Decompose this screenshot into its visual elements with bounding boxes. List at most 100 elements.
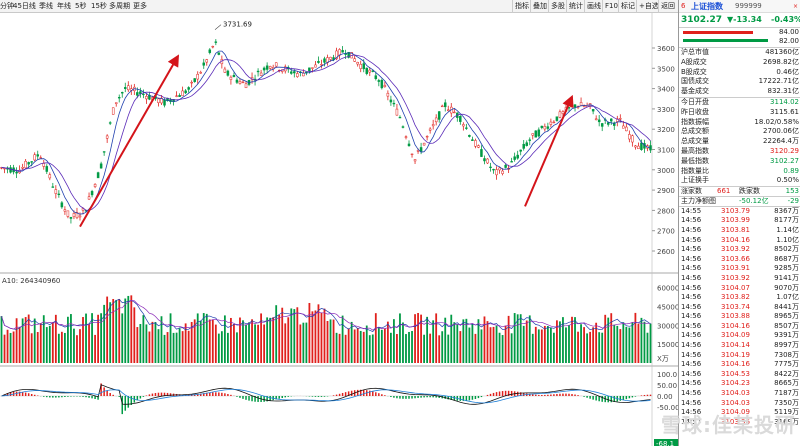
volume-bar <box>589 331 592 363</box>
candle-body <box>386 92 390 97</box>
mark-button[interactable]: 标记 <box>618 0 637 13</box>
candle-body <box>380 79 384 89</box>
tick-volume: 7350万 <box>774 398 799 407</box>
tick-row: 14:56 3104.53 8422万 <box>679 370 800 380</box>
volume-bar <box>631 322 634 363</box>
period-15s[interactable]: 15秒 <box>91 2 107 10</box>
close-icon[interactable]: × <box>792 3 798 10</box>
volume-bar <box>429 333 432 363</box>
multi-stock-button[interactable]: 多股 <box>548 0 567 13</box>
add-favorite-button[interactable]: +自选 <box>636 0 661 13</box>
candle-body <box>181 90 184 97</box>
market-stat-label: 国债成交 <box>681 77 709 86</box>
macd-tick-label: 50.00 <box>657 382 677 390</box>
candle-body <box>525 142 528 146</box>
tick-list[interactable]: 14:55 3103.79 8367万 14:56 3103.99 8177万 14:56 3… <box>679 205 800 428</box>
candle-body <box>513 156 516 160</box>
candle-body <box>36 154 39 157</box>
candle-body <box>383 85 387 87</box>
volume-bar <box>139 324 142 363</box>
tick-row: 14:56 3104.09 5119万 <box>679 408 800 418</box>
tick-price: 3103.92 <box>721 245 750 254</box>
volume-bar <box>417 312 419 363</box>
current-price: 3102.27 <box>681 15 722 25</box>
volume-bar <box>48 325 51 363</box>
volume-bar <box>36 332 39 363</box>
tick-row: 14:56 3103.91 9285万 <box>679 264 800 274</box>
price-row: 3102.27 ▼-13.34 -0.43% <box>679 13 800 27</box>
index-stat-label: 今日开盘 <box>681 97 709 106</box>
macd-tick-label: 0.00 <box>657 393 673 401</box>
candle-body <box>404 136 408 138</box>
volume-bar <box>112 298 115 363</box>
volume-bar <box>537 329 540 363</box>
candle-body <box>335 50 338 60</box>
period-45day[interactable]: 45日线 <box>13 2 36 10</box>
period-quarter[interactable]: 季线 <box>39 2 53 10</box>
tick-price: 3104.53 <box>721 369 750 378</box>
index-name: 上证指数 <box>691 2 723 11</box>
volume-bar <box>323 308 326 363</box>
tick-volume: 8367万 <box>774 206 799 215</box>
tick-row: 14:56 3104.16 7775万 <box>679 360 800 370</box>
stats-button[interactable]: 统计 <box>566 0 585 13</box>
candle-body <box>51 186 55 188</box>
trend-arrow-1 <box>79 54 179 228</box>
volume-bar <box>63 332 66 363</box>
kline-chart-svg[interactable]: 3600 3500 3400 3300 3200 3100 3000 2900 2800 2700… <box>0 13 678 446</box>
f10-button[interactable]: F10 <box>602 0 620 13</box>
volume-ma-line <box>1 298 651 333</box>
price-tick-label: 2800 <box>657 207 675 215</box>
candle-body <box>634 145 637 148</box>
tick-price: 3104.19 <box>721 350 750 359</box>
net-flow-row[interactable]: 主力净额图 -50.12亿 -29 <box>679 195 800 206</box>
candle-body <box>622 125 625 129</box>
candle-body <box>453 111 456 114</box>
volume-bar <box>308 302 311 363</box>
period-multi[interactable]: 多周期 <box>109 2 130 10</box>
index-stat-label: 总成交额 <box>681 127 709 136</box>
volume-bar <box>317 304 320 363</box>
tick-row: 14:56 3103.66 8687万 <box>679 255 800 265</box>
overlay-button[interactable]: 叠加 <box>530 0 549 13</box>
draw-line-button[interactable]: 画线 <box>584 0 603 13</box>
tick-price: 3104.03 <box>721 389 750 398</box>
candle-body <box>78 215 82 218</box>
indicator-button[interactable]: 指标 <box>512 0 531 13</box>
volume-bar <box>314 310 317 363</box>
candle-body <box>54 189 58 194</box>
volume-bar <box>9 332 12 363</box>
candle-body <box>175 95 178 97</box>
volume-bar <box>51 322 54 363</box>
volume-bar <box>169 313 172 363</box>
period-5s[interactable]: 5秒 <box>75 2 87 10</box>
volume-bar <box>447 334 450 363</box>
period-year[interactable]: 年线 <box>57 2 71 10</box>
period-more[interactable]: 更多 <box>133 2 147 10</box>
volume-bar <box>462 319 465 363</box>
volume-bar <box>172 332 175 363</box>
volume-bar <box>60 331 63 363</box>
tick-price: 3103.88 <box>721 312 750 321</box>
volume-bar <box>549 327 552 363</box>
volume-bar <box>97 314 100 363</box>
candle-body <box>311 67 314 69</box>
candle-body <box>136 92 139 96</box>
chart-area[interactable]: 3600 3500 3400 3300 3200 3100 3000 2900 2800 2700… <box>0 13 678 446</box>
candle-body <box>241 81 245 84</box>
volume-bar <box>278 314 281 363</box>
tick-time: 14:56 <box>681 398 702 407</box>
period-minute[interactable]: 分钟 <box>0 2 14 10</box>
candle-body <box>314 64 317 68</box>
volume-bar <box>368 335 371 363</box>
volume-bar <box>100 313 103 363</box>
back-button[interactable]: 返回 <box>658 0 677 13</box>
volume-bar <box>492 326 495 363</box>
volume-bar <box>217 333 220 363</box>
volume-bar <box>211 319 214 363</box>
candle-body <box>75 212 79 219</box>
volume-bar <box>76 335 78 363</box>
volume-bar <box>187 330 190 363</box>
volume-bar <box>399 313 401 363</box>
volume-bar <box>21 318 24 363</box>
